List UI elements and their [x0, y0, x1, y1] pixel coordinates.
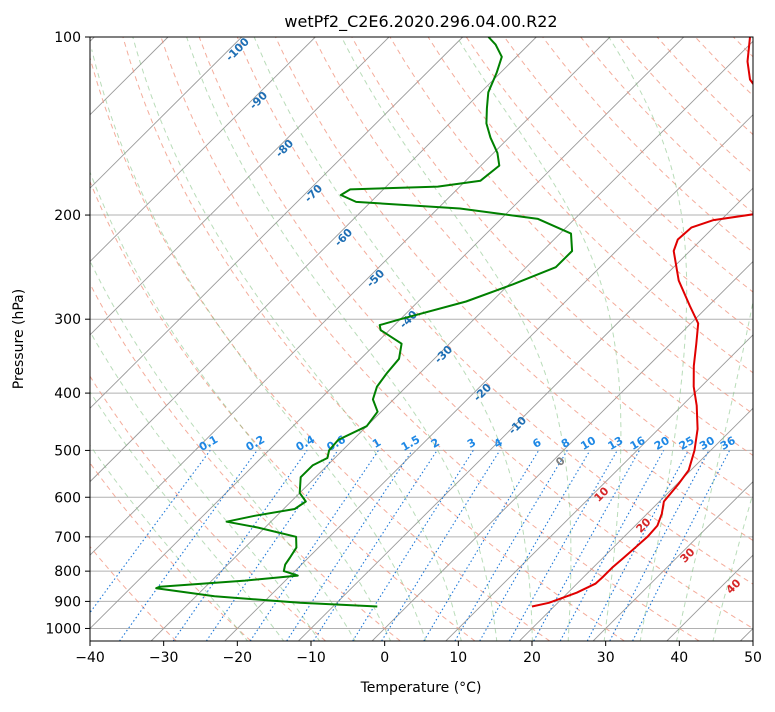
- moist-adiabat: [34, 104, 356, 642]
- isotherm-line: [0, 37, 536, 641]
- x-tick-label: 30: [597, 650, 615, 666]
- moist-adiabat: [342, 37, 571, 642]
- dry-adiabat: [772, 37, 775, 641]
- isotherm-label: -10: [506, 414, 529, 437]
- isotherm-line: [0, 37, 389, 641]
- dewpoint-profile: [156, 37, 572, 607]
- x-tick-label: 40: [670, 650, 688, 666]
- y-tick-label: 500: [54, 443, 81, 459]
- dry-adiabat: [504, 37, 775, 641]
- x-tick-label: −20: [223, 650, 253, 666]
- x-axis-ticks: −40 −30 −20 −10 0 10 20 30 40 50: [75, 641, 762, 666]
- dry-adiabat: [466, 37, 775, 641]
- plot-frame: [90, 37, 753, 641]
- isotherm-label: -20: [471, 381, 494, 404]
- moist-adiabat: [0, 150, 285, 643]
- dry-adiabat: [0, 37, 326, 641]
- dry-adiabat: [123, 37, 625, 641]
- mixing-ratio-label: 4: [492, 436, 505, 451]
- y-tick-label: 900: [54, 594, 81, 610]
- dry-adiabat: [314, 37, 775, 641]
- dry-adiabat: [695, 37, 775, 641]
- y-tick-label: 400: [54, 386, 81, 402]
- x-tick-label: 50: [744, 650, 762, 666]
- x-tick-label: −10: [296, 650, 326, 666]
- moist-adiabat-label: 10: [592, 484, 612, 504]
- isotherm-line: [372, 37, 775, 641]
- isotherm-label: -30: [432, 343, 455, 366]
- y-axis-label: Pressure (hPa): [11, 289, 27, 389]
- isotherm-label: -90: [247, 89, 270, 112]
- isotherm-line: [151, 37, 757, 641]
- isotherm-line: [0, 37, 242, 641]
- dry-adiabat: [390, 37, 775, 641]
- temperature-profile: [532, 37, 775, 607]
- isotherm-label: -50: [364, 267, 387, 290]
- x-tick-label: 10: [449, 650, 467, 666]
- x-tick-label: 0: [380, 650, 389, 666]
- x-axis-label: Temperature (°C): [360, 680, 482, 696]
- moist-adiabat: [713, 37, 775, 642]
- dry-adiabat: [0, 37, 251, 641]
- x-tick-label: −30: [149, 650, 179, 666]
- mixing-ratio-line: [353, 450, 474, 641]
- y-tick-label: 800: [54, 564, 81, 580]
- isotherm-line: [0, 37, 315, 641]
- y-tick-label: 200: [54, 208, 81, 224]
- mixing-ratio-line: [314, 450, 438, 641]
- moist-adiabat-label: 40: [724, 576, 744, 596]
- mixing-ratio-line: [534, 450, 640, 641]
- moist-adiabat: [457, 37, 621, 642]
- moist-adiabat: [0, 173, 249, 642]
- mixing-ratio-label: 2: [429, 436, 442, 451]
- isotherm-line: [4, 37, 610, 641]
- isotherm-label: -100: [223, 35, 252, 64]
- isotherm-label: -60: [332, 226, 355, 249]
- mixing-ratio-line: [424, 450, 539, 641]
- y-axis-ticks: 100 200 300 400 500 600 700 800 900 1000: [45, 30, 90, 638]
- y-tick-label: 700: [54, 530, 81, 546]
- mixing-ratio-line: [510, 450, 618, 641]
- y-tick-label: 100: [54, 30, 81, 46]
- chart-title: wetPf2_C2E6.2020.296.04.00.R22: [284, 12, 557, 32]
- dry-adiabat: [352, 37, 775, 641]
- dry-adiabat: [8, 37, 400, 641]
- isotherm-label: -70: [302, 182, 325, 205]
- moist-adiabat: [92, 50, 427, 643]
- x-tick-label: −40: [75, 650, 105, 666]
- x-tick-label: 20: [523, 650, 541, 666]
- background-lines: [0, 37, 775, 642]
- mixing-ratio-line: [560, 450, 664, 641]
- y-tick-label: 1000: [45, 622, 81, 638]
- isotherm-line: [77, 37, 683, 641]
- dry-adiabat: [47, 37, 475, 641]
- y-tick-label: 600: [54, 490, 81, 506]
- mixing-ratio-line: [250, 450, 378, 641]
- isotherm-label: -80: [273, 137, 296, 160]
- dry-adiabat: [237, 37, 775, 641]
- y-tick-label: 300: [54, 312, 81, 328]
- mixing-ratio-label: 3: [465, 436, 478, 451]
- profiles: [156, 37, 775, 607]
- mixing-ratio-label: 6: [530, 436, 543, 451]
